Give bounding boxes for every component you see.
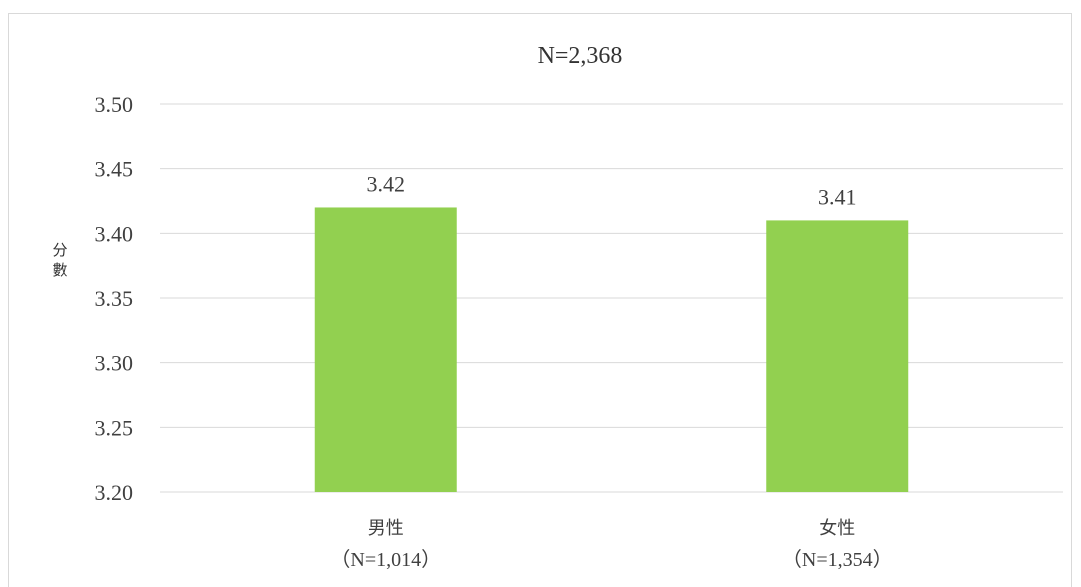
bar	[766, 220, 909, 492]
gridlines	[160, 103, 1063, 493]
x-axis-ticks: 男性 （N=1,014） 女性 （N=1,354）	[330, 518, 892, 571]
y-axis-label-text: 分數	[52, 241, 67, 279]
x-tick-sublabel: （N=1,014）	[330, 548, 441, 571]
data-labels: 3.42 3.41	[367, 171, 857, 209]
bar-value-label: 3.41	[818, 184, 857, 209]
x-tick-label: 女性	[819, 518, 855, 539]
bar-value-label: 3.42	[367, 171, 406, 196]
y-tick-label: 3.20	[95, 480, 134, 505]
y-tick-label: 3.25	[95, 415, 134, 440]
bar	[314, 207, 457, 492]
chart-frame	[8, 13, 1072, 587]
x-tick-sublabel: （N=1,354）	[782, 548, 893, 571]
bars	[314, 207, 909, 492]
y-tick-label: 3.30	[95, 351, 134, 376]
y-axis-label: 分數	[52, 241, 67, 279]
y-axis-ticks: 3.50 3.45 3.40 3.35 3.30 3.25 3.20	[95, 92, 134, 505]
y-tick-label: 3.50	[95, 92, 134, 117]
chart-title: N=2,368	[538, 43, 623, 69]
y-tick-label: 3.40	[95, 221, 134, 246]
y-tick-label: 3.45	[95, 157, 134, 182]
y-tick-label: 3.35	[95, 286, 134, 311]
x-tick-label: 男性	[368, 518, 404, 539]
